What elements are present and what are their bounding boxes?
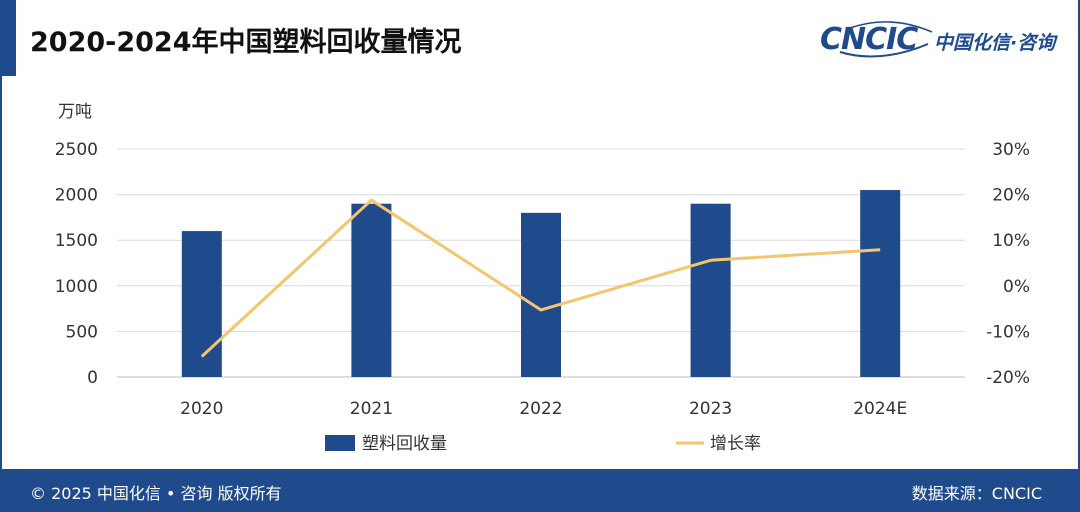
x-tick-label: 2021 — [350, 399, 393, 419]
x-tick-label: 2022 — [519, 399, 562, 419]
x-tick-label: 2020 — [180, 399, 223, 419]
x-tick-label: 2023 — [689, 399, 732, 419]
y-axis-label: 万吨 — [58, 102, 92, 122]
source-text: 数据来源：CNCIC — [911, 484, 1042, 503]
x-tick-label: 2024E — [853, 399, 907, 419]
growth-rate-line — [200, 198, 881, 358]
y-tick-label: 1000 — [55, 277, 98, 297]
y2-tick-label: -20% — [986, 368, 1030, 388]
bar — [181, 231, 222, 377]
copyright-text: © 2025 中国化信 • 咨询 版权所有 — [30, 484, 282, 503]
y-tick-label: 2000 — [55, 186, 98, 206]
y2-tick-label: 20% — [992, 186, 1030, 206]
logo-swoosh-icon — [839, 21, 933, 58]
y2-tick-label: 10% — [992, 231, 1030, 251]
y2-tick-label: -10% — [986, 322, 1030, 342]
bar — [351, 203, 392, 377]
page-title: 2020-2024年中国塑料回收量情况 — [30, 27, 462, 58]
recycling-chart: 0 500 1000 1500 2000 2500 -20% -10% 0% 10% 20% 30% 万… — [55, 102, 1030, 454]
bar — [860, 190, 901, 377]
legend-bar-swatch — [325, 435, 355, 451]
y2-tick-label: 0% — [1003, 277, 1030, 297]
bar — [521, 212, 561, 377]
legend-bar-label: 塑料回收量 — [362, 434, 447, 454]
logo-chinese-name: 中国化信·咨询 — [934, 32, 1056, 54]
y-tick-label: 2500 — [55, 140, 98, 160]
legend-line-label: 增长率 — [710, 434, 761, 454]
logo-wordmark: CNCIC — [820, 22, 918, 57]
y-tick-label: 0 — [87, 368, 98, 388]
y-tick-label: 500 — [66, 322, 98, 342]
cncic-logo: CNCIC 中国化信·咨询 — [820, 14, 1070, 64]
footer-bar: © 2025 中国化信 • 咨询 版权所有 数据来源：CNCIC — [0, 469, 1080, 512]
bar — [690, 203, 731, 377]
y-tick-label: 1500 — [55, 231, 98, 251]
title-accent-bar — [0, 0, 16, 76]
y2-tick-label: 30% — [992, 140, 1030, 160]
